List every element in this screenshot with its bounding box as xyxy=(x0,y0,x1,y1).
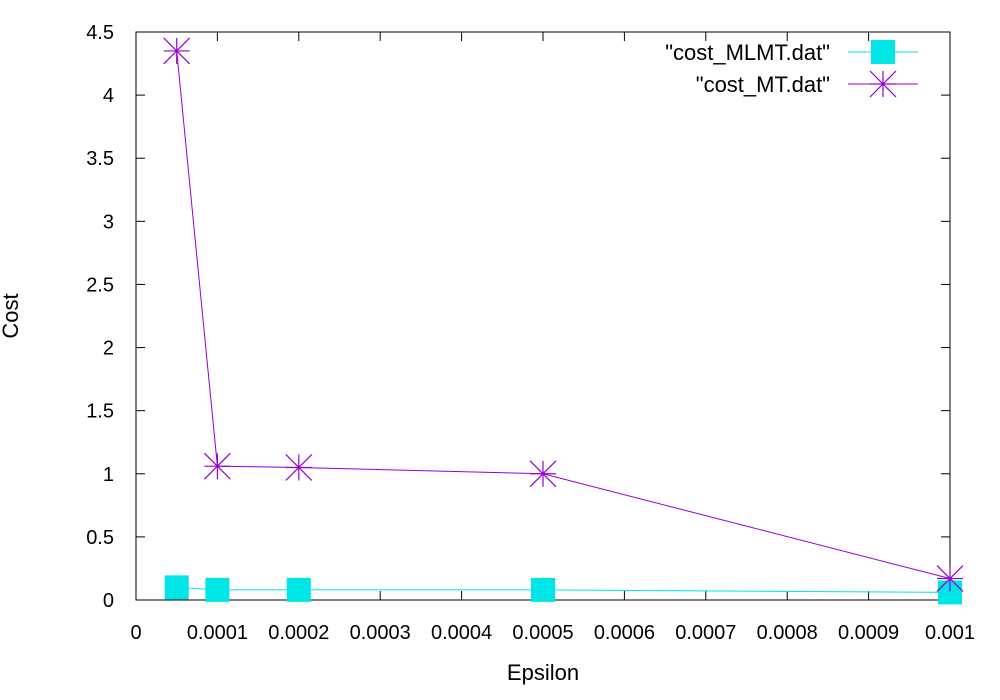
y-tick-label: 3.5 xyxy=(86,148,114,170)
x-tick-label: 0.0004 xyxy=(431,622,492,644)
y-tick-label: 2.5 xyxy=(86,274,114,296)
x-tick-label: 0.0005 xyxy=(512,622,573,644)
y-axis-title: Cost xyxy=(0,293,23,338)
x-tick-label: 0.0007 xyxy=(675,622,736,644)
x-tick-label: 0.0003 xyxy=(350,622,411,644)
series-point xyxy=(205,577,230,602)
y-tick-label: 4 xyxy=(103,85,114,107)
legend-marker xyxy=(871,40,895,64)
x-tick-label: 0.0002 xyxy=(268,622,329,644)
plot-frame xyxy=(135,31,951,601)
y-tick-label: 1 xyxy=(103,464,114,486)
series-point xyxy=(936,565,964,592)
series-point xyxy=(531,577,555,602)
x-tick-label: 0 xyxy=(130,622,141,644)
series-1 xyxy=(163,37,964,592)
y-tick-label: 0.5 xyxy=(86,527,114,549)
y-tick-label: 1.5 xyxy=(86,401,114,423)
series-layer xyxy=(163,37,964,605)
series-point xyxy=(163,37,191,65)
series-line xyxy=(176,50,951,580)
x-axis-title: Epsilon xyxy=(507,660,579,685)
legend: "cost_MLMT.dat" "cost_MT.dat" xyxy=(665,40,918,98)
y-tick-label: 3 xyxy=(103,211,114,233)
x-tick-label: 0.0008 xyxy=(757,622,818,644)
y-tick-label: 0 xyxy=(103,590,114,612)
series-point xyxy=(286,577,311,602)
x-tick-label: 0.0009 xyxy=(838,622,899,644)
x-tick-label: 0.001 xyxy=(925,622,975,644)
series-0 xyxy=(164,575,962,605)
series-point xyxy=(164,575,189,600)
x-tick-label: 0.0006 xyxy=(594,622,655,644)
y-tick-label: 2 xyxy=(103,338,114,360)
legend-marker xyxy=(869,70,897,98)
legend-label: "cost_MT.dat" xyxy=(696,72,830,97)
x-tick-label: 0.0001 xyxy=(187,622,248,644)
axis-ticks: 0 0.5 1 1.5 2 2.5 3 3.5 4 4.5 0 0.0001 0.0002 0.0003 0… xyxy=(86,22,975,644)
y-tick-label: 4.5 xyxy=(86,22,114,44)
series-point xyxy=(285,454,313,481)
series-point xyxy=(529,460,557,488)
legend-label: "cost_MLMT.dat" xyxy=(665,40,830,65)
series-point xyxy=(203,452,231,480)
